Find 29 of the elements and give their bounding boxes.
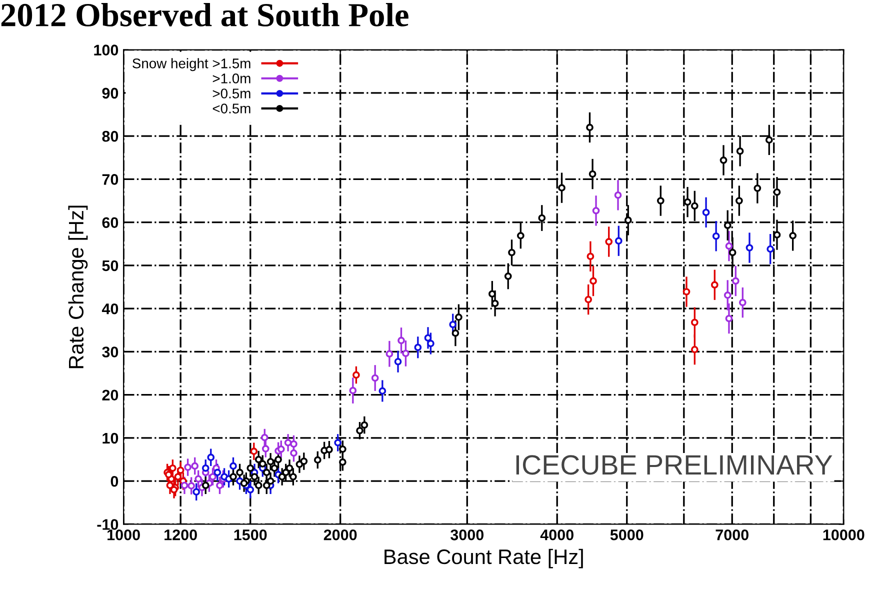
x-tick-label: 5000	[610, 529, 644, 540]
x-tick-label: 4000	[540, 529, 574, 540]
x-tick-label: 1200	[164, 529, 197, 540]
y-tick-label: 70	[102, 174, 118, 185]
x-tick-label: 3000	[450, 529, 484, 540]
y-tick-label: 0	[110, 476, 118, 487]
y-axis-title: Rate Change [Hz]	[68, 206, 88, 368]
y-tick-label: 10	[102, 432, 118, 444]
y-tick-label: 50	[102, 260, 118, 272]
y-tick-label: 80	[102, 130, 118, 142]
y-tick-label: 90	[102, 88, 118, 99]
chart-title: 2012 Observed at South Pole	[1, 2, 408, 26]
y-tick-label: 20	[102, 390, 118, 401]
x-tick-label: 7000	[716, 529, 748, 540]
x-tick-label: 10000	[823, 529, 864, 540]
legend-label: <0.5m	[212, 104, 250, 114]
legend-label: >0.5m	[212, 88, 250, 98]
legend-label: >1.0m	[212, 74, 250, 84]
x-tick-label: 1500	[234, 529, 267, 540]
y-tick-label: 40	[102, 303, 118, 314]
x-tick-label: 1000	[108, 529, 140, 540]
y-tick-label: 60	[102, 217, 118, 228]
y-tick-label: -10	[97, 519, 118, 530]
y-tick-label: 100	[94, 44, 118, 56]
legend-label: Snow height >1.5m	[132, 58, 250, 72]
x-tick-label: 2000	[324, 529, 357, 540]
x-axis-title: Base Count Rate [Hz]	[384, 548, 583, 568]
y-tick-label: 30	[102, 346, 118, 358]
annotation: ICECUBE PRELIMINARY	[516, 455, 832, 475]
